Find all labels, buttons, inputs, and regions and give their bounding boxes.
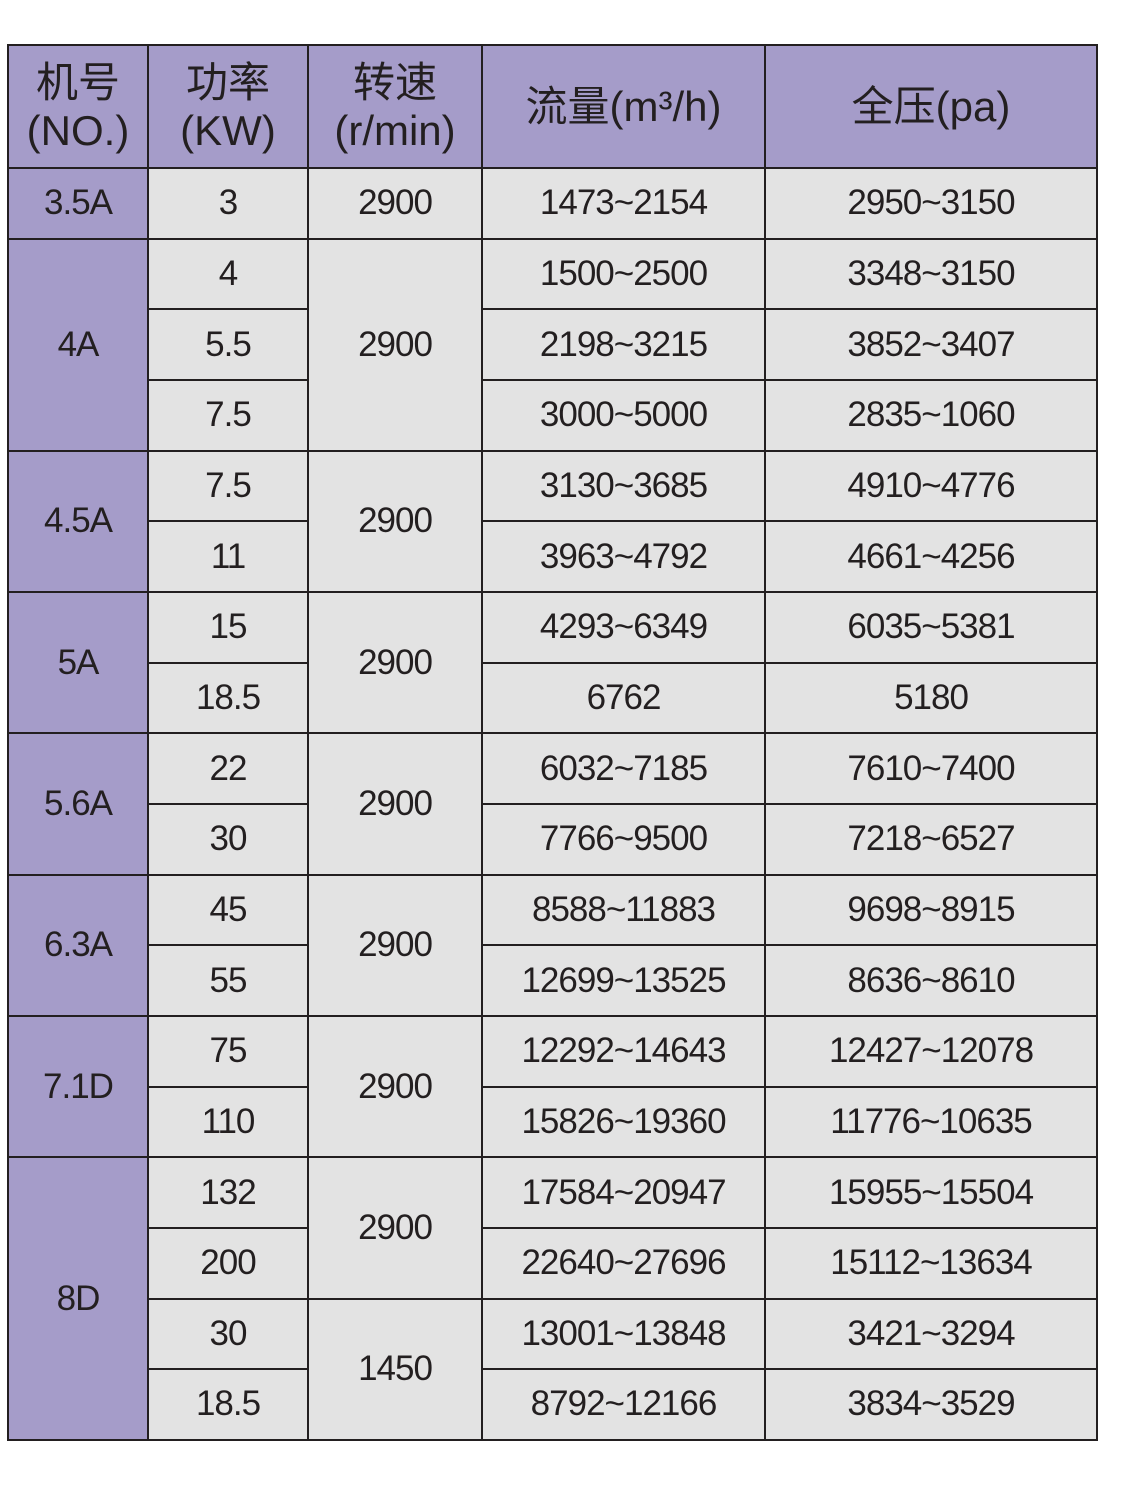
power-cell: 75 [149, 1016, 307, 1086]
power-cell: 55 [149, 946, 307, 1015]
header-model-cn: 机号 [35, 58, 120, 106]
power-cell: 3 [149, 169, 307, 238]
pressure-cell: 4910~4776 [766, 451, 1096, 521]
pressure-cell: 2950~3150 [766, 169, 1096, 238]
power-cell: 18.5 [149, 663, 307, 733]
flow-cell: 4293~6349 [483, 592, 764, 662]
speed-cell: 2900 [309, 875, 481, 1015]
flow-cell: 13001~13848 [483, 1299, 764, 1369]
flow-cell: 6762 [483, 663, 764, 733]
flow-cell: 6032~7185 [483, 734, 764, 803]
model-cell: 4A [9, 239, 147, 450]
flow-cell: 1473~2154 [483, 169, 764, 238]
pressure-cell: 3348~3150 [766, 239, 1096, 309]
flow-cell: 3963~4792 [483, 522, 764, 591]
flow-cell: 2198~3215 [483, 310, 764, 379]
power-cell: 18.5 [149, 1370, 307, 1439]
header-power-unit: (KW) [180, 106, 276, 154]
flow-cell: 17584~20947 [483, 1158, 764, 1227]
header-power: 功率 (KW) [149, 46, 307, 167]
speed-cell: 2900 [309, 1158, 481, 1298]
pressure-cell: 15112~13634 [766, 1228, 1096, 1298]
pressure-cell: 2835~1060 [766, 380, 1096, 450]
header-model: 机号 (NO.) [9, 46, 147, 167]
speed-cell: 2900 [309, 1016, 481, 1157]
speed-cell: 1450 [309, 1299, 481, 1439]
pressure-cell: 3421~3294 [766, 1299, 1096, 1369]
flow-cell: 3130~3685 [483, 451, 764, 521]
pressure-cell: 3834~3529 [766, 1370, 1096, 1439]
power-cell: 7.5 [149, 380, 307, 450]
header-speed-unit: (r/min) [334, 106, 456, 154]
flow-cell: 8792~12166 [483, 1370, 764, 1439]
model-cell: 8D [9, 1158, 147, 1439]
speed-cell: 2900 [309, 169, 481, 238]
header-power-cn: 功率 [185, 58, 270, 106]
header-pressure: 全压(pa) [766, 46, 1096, 167]
power-cell: 22 [149, 734, 307, 803]
power-cell: 15 [149, 592, 307, 662]
power-cell: 7.5 [149, 451, 307, 521]
flow-cell: 22640~27696 [483, 1228, 764, 1298]
pressure-cell: 6035~5381 [766, 592, 1096, 662]
speed-cell: 2900 [309, 239, 481, 450]
power-cell: 45 [149, 875, 307, 945]
pressure-cell: 5180 [766, 663, 1096, 733]
power-cell: 5.5 [149, 310, 307, 379]
flow-cell: 3000~5000 [483, 380, 764, 450]
power-cell: 30 [149, 1299, 307, 1369]
header-speed: 转速 (r/min) [309, 46, 481, 167]
pressure-cell: 12427~12078 [766, 1016, 1096, 1086]
pressure-cell: 9698~8915 [766, 875, 1096, 945]
flow-cell: 1500~2500 [483, 239, 764, 309]
model-cell: 7.1D [9, 1016, 147, 1157]
pressure-cell: 15955~15504 [766, 1158, 1096, 1227]
header-speed-cn: 转速 [352, 58, 437, 106]
pressure-cell: 8636~8610 [766, 946, 1096, 1015]
fan-spec-table: 机号 (NO.) 功率 (KW) 转速 (r/min) 流量(m³/h) 全压(… [7, 44, 1098, 1441]
power-cell: 110 [149, 1087, 307, 1157]
pressure-cell: 4661~4256 [766, 522, 1096, 591]
pressure-cell: 3852~3407 [766, 310, 1096, 379]
model-cell: 5.6A [9, 734, 147, 874]
pressure-cell: 7218~6527 [766, 804, 1096, 874]
model-cell: 6.3A [9, 875, 147, 1015]
model-cell: 5A [9, 592, 147, 733]
flow-cell: 8588~11883 [483, 875, 764, 945]
model-cell: 3.5A [9, 169, 147, 238]
header-flow: 流量(m³/h) [483, 46, 764, 167]
speed-cell: 2900 [309, 592, 481, 733]
power-cell: 200 [149, 1228, 307, 1298]
speed-cell: 2900 [309, 734, 481, 874]
model-cell: 4.5A [9, 451, 147, 591]
power-cell: 4 [149, 239, 307, 309]
flow-cell: 15826~19360 [483, 1087, 764, 1157]
power-cell: 11 [149, 522, 307, 591]
power-cell: 30 [149, 804, 307, 874]
flow-cell: 12292~14643 [483, 1016, 764, 1086]
flow-cell: 12699~13525 [483, 946, 764, 1015]
speed-cell: 2900 [309, 451, 481, 591]
header-model-unit: (NO.) [26, 106, 130, 154]
pressure-cell: 11776~10635 [766, 1087, 1096, 1157]
power-cell: 132 [149, 1158, 307, 1227]
flow-cell: 7766~9500 [483, 804, 764, 874]
pressure-cell: 7610~7400 [766, 734, 1096, 803]
